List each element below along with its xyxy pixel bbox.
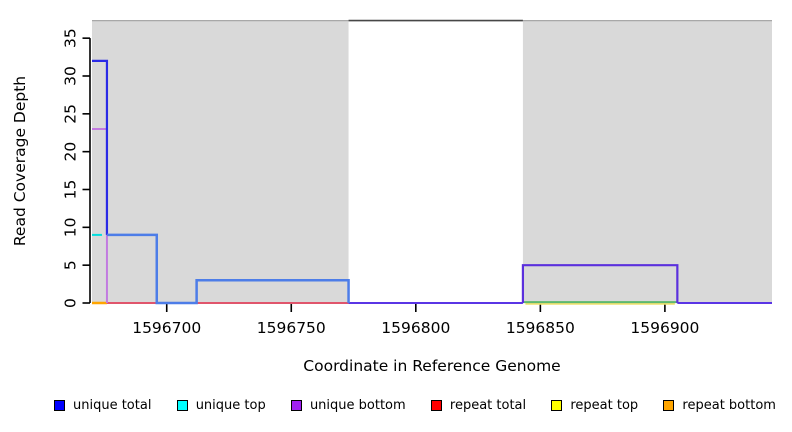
legend-label: repeat total [449, 398, 527, 413]
x-tick-label: 1596850 [506, 319, 575, 337]
shaded-repeat-region [522, 20, 772, 303]
legend-item-repeat-top: repeat top [551, 398, 638, 413]
x-tick-label: 1596700 [132, 319, 201, 337]
y-tick-label: 5 [62, 260, 80, 270]
y-tick-label: 20 [62, 142, 80, 162]
legend-swatch-repeat-total-icon [430, 400, 442, 411]
x-tick-label: 1596750 [257, 319, 326, 337]
unique-total-steps [106, 233, 350, 305]
legend-label: repeat bottom [682, 398, 776, 413]
shaded-repeat-region [92, 20, 349, 303]
y-tick-label: 10 [62, 217, 80, 237]
y-tick-label: 15 [62, 180, 80, 200]
legend-item-unique-total: unique total [54, 398, 151, 413]
legend-item-repeat-bottom: repeat bottom [663, 398, 776, 413]
legend-swatch-unique-top-icon [176, 400, 188, 411]
legend: unique total unique top unique bottom re… [54, 398, 776, 413]
legend-swatch-unique-bottom-icon [290, 400, 302, 411]
legend-swatch-unique-total-icon [54, 400, 65, 411]
legend-label: unique top [195, 398, 266, 413]
legend-item-unique-bottom: unique bottom [290, 398, 406, 413]
x-axis-title: Coordinate in Reference Genome [303, 357, 561, 375]
y-tick-label: 25 [62, 104, 80, 124]
unique-total-left-spike [92, 59, 109, 235]
y-tick-label: 0 [62, 298, 80, 308]
legend-label: unique bottom [309, 398, 406, 413]
legend-swatch-repeat-bottom-icon [663, 400, 675, 411]
legend-swatch-repeat-top-icon [551, 400, 563, 411]
x-tick-label: 1596900 [630, 319, 699, 337]
legend-item-unique-top: unique top [176, 398, 266, 413]
legend-label: unique total [73, 398, 152, 413]
y-tick-label: 35 [62, 28, 80, 48]
legend-label: repeat top [570, 398, 639, 413]
unique-bottom-box [521, 264, 679, 303]
y-tick-label: 30 [62, 66, 80, 86]
legend-item-repeat-total: repeat total [430, 398, 527, 413]
y-axis-title: Read Coverage Depth [11, 75, 29, 247]
x-tick-label: 1596800 [381, 319, 450, 337]
